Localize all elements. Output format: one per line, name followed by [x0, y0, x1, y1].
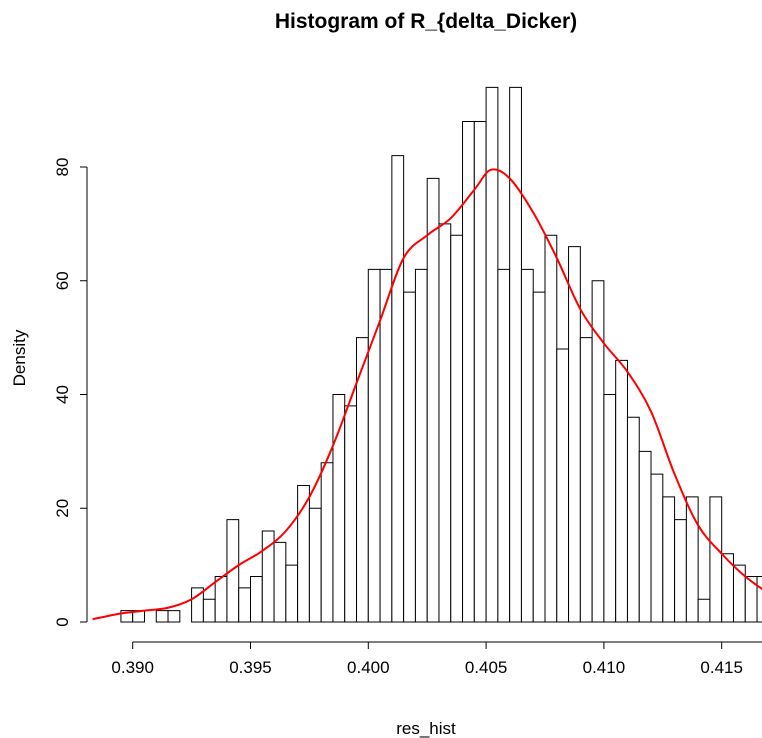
histogram-bar [509, 86, 522, 623]
histogram-bar [379, 268, 393, 623]
histogram-bar [556, 348, 570, 623]
chart-title: Histogram of R_{delta_Dicker) [275, 10, 577, 33]
histogram-bar [344, 405, 358, 623]
histogram-bar [155, 610, 169, 623]
histogram-bar [226, 519, 240, 623]
histogram-bars [120, 86, 762, 623]
histogram-bar [544, 234, 558, 623]
density-layer [92, 168, 762, 621]
histogram-bar [497, 268, 511, 623]
x-tick-label: 0.400 [347, 658, 390, 677]
histogram-bar [532, 291, 546, 623]
y-tick-label: 40 [53, 385, 72, 404]
x-tick-label: 0.410 [583, 658, 626, 677]
histogram-bar [285, 564, 299, 623]
x-tick-label: 0.415 [700, 658, 743, 677]
histogram-bar [473, 121, 487, 623]
histogram-bar [638, 450, 652, 623]
histogram-bar [591, 280, 605, 623]
histogram-bar [697, 598, 711, 623]
histogram-bar [485, 86, 499, 623]
histogram-bar [202, 598, 216, 623]
histogram-bar [709, 496, 723, 623]
histogram-bar [391, 155, 405, 623]
histogram-bar [414, 268, 428, 623]
histogram-bar [438, 223, 452, 623]
y-tick-label: 0 [53, 617, 72, 626]
x-tick-label: 0.390 [111, 658, 154, 677]
histogram-bar [650, 473, 664, 623]
histogram-bar [568, 246, 581, 623]
histogram-bar [403, 291, 416, 623]
histogram-bar [238, 587, 252, 623]
histogram-bar [615, 359, 628, 623]
histogram-bar [308, 507, 322, 623]
x-axis-label: res_hist [396, 719, 456, 738]
y-tick-label: 20 [53, 499, 72, 518]
histogram-bar [214, 576, 228, 623]
histogram-bar [662, 496, 676, 623]
y-tick-label: 60 [53, 271, 72, 290]
y-axis-label: Density [10, 329, 29, 386]
histogram-bar [626, 416, 640, 623]
histogram-bar [250, 576, 263, 623]
x-tick-label: 0.395 [229, 658, 272, 677]
histogram-bar [685, 496, 699, 623]
histogram-bar [579, 337, 593, 623]
histogram-bar [426, 177, 440, 623]
histogram-bar [520, 268, 534, 623]
y-tick-label: 80 [53, 158, 72, 177]
histogram-bar [367, 268, 381, 623]
histogram-bar [732, 564, 746, 623]
y-axis: 0 20 40 60 80 [53, 158, 88, 627]
x-tick-label: 0.405 [465, 658, 508, 677]
histogram-bar [674, 519, 687, 623]
histogram-bar [756, 576, 762, 623]
density-curve [92, 168, 762, 621]
histogram-bar [320, 462, 334, 623]
histogram-bar [450, 234, 464, 623]
histogram-bar [167, 610, 181, 623]
histogram-bar [603, 394, 617, 623]
histogram-bar [273, 541, 287, 623]
